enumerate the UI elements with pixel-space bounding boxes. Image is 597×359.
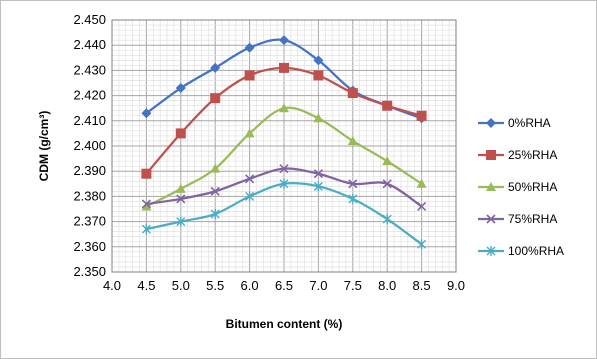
- data-point: [210, 163, 221, 173]
- x-tick-label: 6.5: [275, 278, 293, 293]
- data-point: [417, 201, 427, 212]
- legend-label: 25%RHA: [508, 148, 557, 162]
- data-point: [382, 100, 393, 111]
- data-point: [176, 194, 186, 204]
- y-tick-label: 2.410: [73, 113, 106, 128]
- data-point: [175, 128, 186, 139]
- x-tick-label: 7.5: [344, 278, 362, 293]
- data-point: [313, 55, 324, 66]
- legend-marker: [486, 182, 496, 191]
- data-point: [245, 191, 255, 202]
- data-point: [141, 168, 152, 179]
- series-75pct-rha: [141, 164, 427, 212]
- data-point: [210, 209, 220, 220]
- data-point: [210, 186, 220, 196]
- x-tick-label: 7.0: [309, 278, 327, 293]
- data-point: [382, 156, 393, 166]
- axis-ticks: 2.350 2.360 2.370 2.380 2.390 2.400 2.410 2.420…: [73, 12, 465, 293]
- data-point: [313, 181, 323, 192]
- data-point: [313, 169, 323, 179]
- x-axis-title: Bitumen content (%): [226, 317, 343, 331]
- data-point: [244, 42, 255, 53]
- x-tick-label: 5.0: [172, 278, 190, 293]
- data-point: [245, 174, 255, 184]
- y-tick-label: 2.430: [73, 62, 106, 77]
- data-point: [279, 35, 289, 46]
- data-point: [175, 83, 186, 94]
- legend-label: 50%RHA: [508, 180, 557, 194]
- legend-marker: [486, 214, 496, 224]
- y-tick-label: 2.390: [73, 163, 106, 178]
- data-point: [141, 224, 151, 235]
- data-point: [313, 113, 324, 123]
- legend-marker: [486, 150, 496, 160]
- series-50pct-rha: [141, 103, 427, 211]
- y-tick-label: 2.450: [73, 12, 106, 27]
- legend-marker: [486, 118, 496, 128]
- data-point: [279, 62, 289, 73]
- data-point: [175, 183, 186, 193]
- data-point: [141, 108, 152, 119]
- legend-label: 100%RHA: [508, 244, 564, 258]
- data-point: [279, 103, 289, 113]
- x-tick-label: 4.0: [103, 278, 121, 293]
- data-point: [347, 135, 358, 145]
- data-point: [210, 93, 221, 104]
- x-tick-label: 6.0: [241, 278, 259, 293]
- y-tick-label: 2.440: [73, 37, 106, 52]
- data-point: [279, 164, 289, 174]
- legend-label: 0%RHA: [508, 116, 551, 130]
- data-point: [244, 128, 255, 138]
- y-tick-label: 2.400: [73, 138, 106, 153]
- plot-area-border: [111, 19, 457, 273]
- legend-label: 75%RHA: [508, 212, 557, 226]
- data-point: [141, 199, 151, 209]
- data-point: [313, 70, 324, 81]
- y-tick-label: 2.370: [73, 214, 106, 229]
- data-point: [141, 201, 152, 211]
- y-axis-title: CDM (g/cm³): [37, 111, 51, 182]
- data-point: [382, 179, 392, 189]
- series-100pct-rha: [141, 178, 427, 250]
- legend-item: 25%RHA: [478, 148, 557, 162]
- data-point: [417, 239, 427, 250]
- legend-item: 0%RHA: [478, 116, 551, 130]
- x-tick-label: 8.5: [413, 278, 431, 293]
- y-tick-label: 2.360: [73, 239, 106, 254]
- data-point: [279, 178, 289, 189]
- x-tick-label: 4.5: [137, 278, 155, 293]
- legend-item: 100%RHA: [478, 244, 564, 258]
- x-tick-label: 8.0: [378, 278, 396, 293]
- series-group: [141, 35, 427, 250]
- data-point: [416, 178, 427, 188]
- legend-item: 50%RHA: [478, 180, 557, 194]
- data-point: [347, 88, 358, 99]
- legend-item: 75%RHA: [478, 212, 557, 226]
- legend: 0%RHA 25%RHA 50%RHA 75%RHA 100%RHA: [478, 116, 564, 258]
- legend-marker: [486, 246, 496, 256]
- y-tick-label: 2.380: [73, 188, 106, 203]
- data-point: [244, 70, 255, 81]
- data-point: [210, 62, 221, 73]
- x-tick-label: 9.0: [447, 278, 465, 293]
- series-25pct-rha: [141, 62, 427, 179]
- y-tick-label: 2.350: [73, 264, 106, 279]
- data-point: [348, 179, 358, 189]
- data-point: [348, 193, 358, 204]
- data-point: [416, 110, 427, 121]
- gridlines: [111, 19, 457, 273]
- x-tick-label: 5.5: [206, 278, 224, 293]
- y-tick-label: 2.420: [73, 88, 106, 103]
- data-point: [176, 216, 186, 227]
- data-point: [382, 214, 392, 225]
